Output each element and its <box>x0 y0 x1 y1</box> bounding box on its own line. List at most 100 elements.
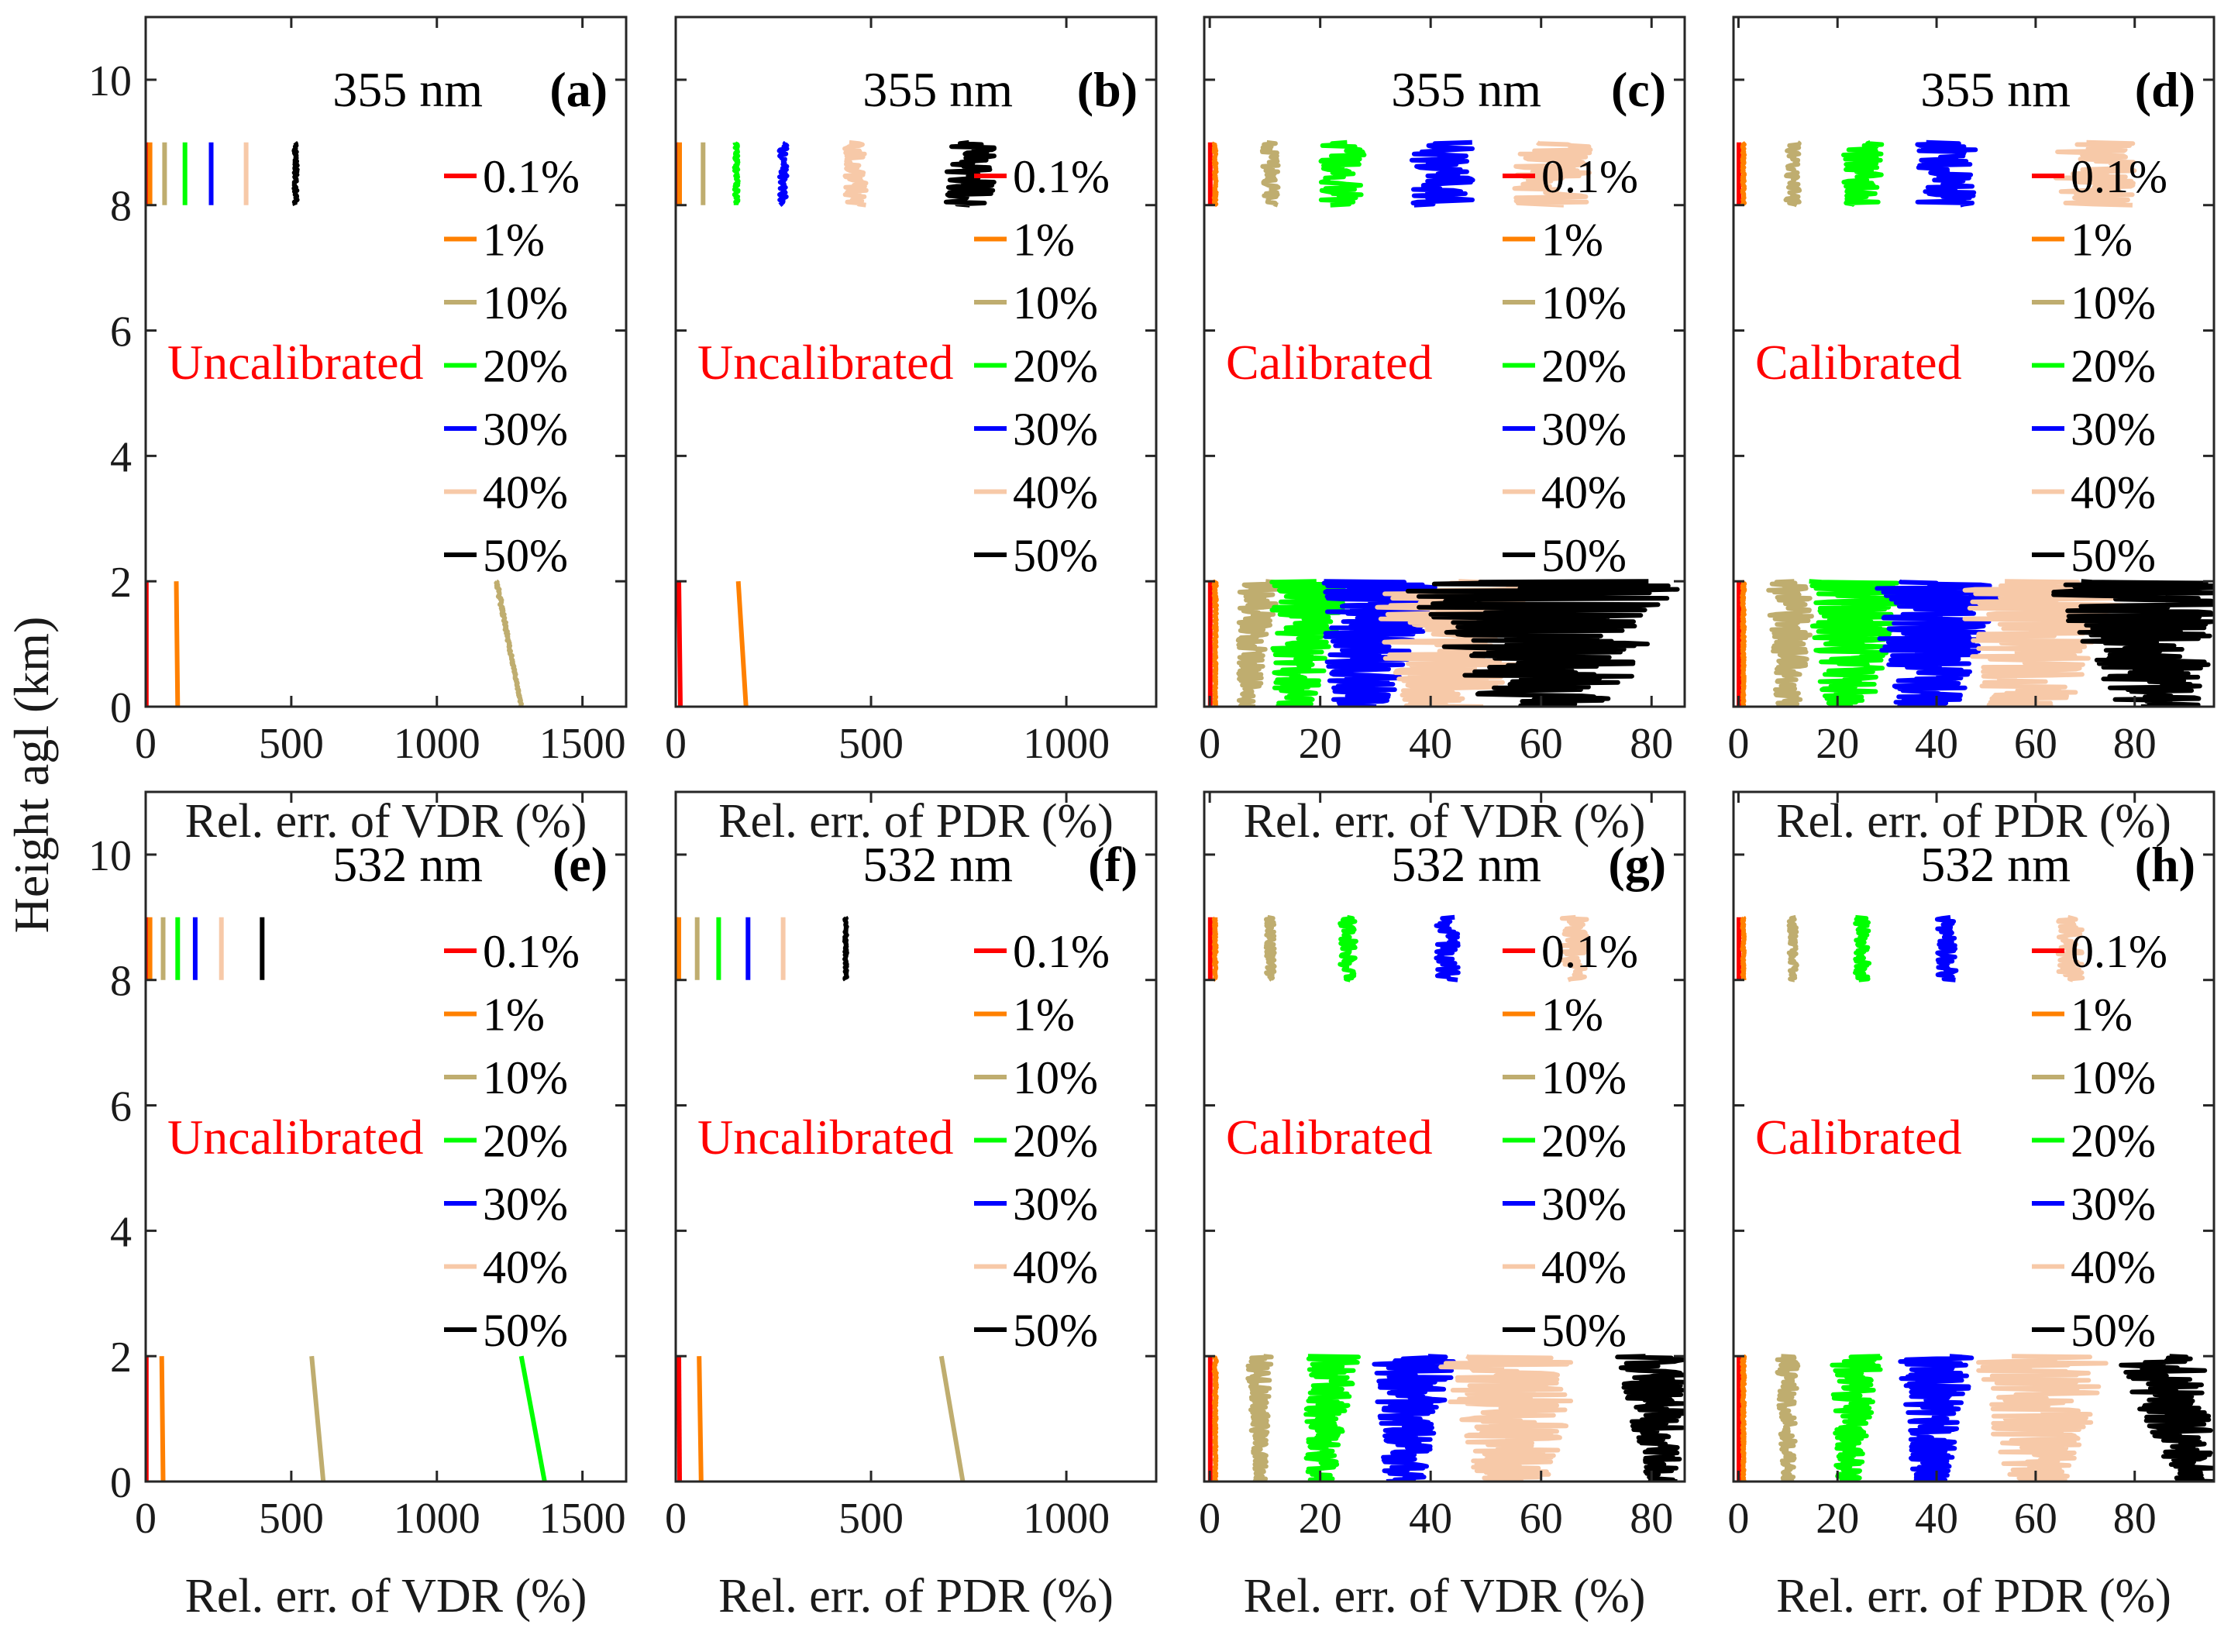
series-group-f <box>676 916 966 1482</box>
legend-entry: 0.1% <box>1013 151 1110 202</box>
x-axis-label: Rel. err. of VDR (%) <box>185 795 587 848</box>
series-h-1pct-upper-line <box>1740 916 1747 982</box>
wavelength-label: 532 nm <box>1391 837 1541 892</box>
series-g-1pct-lower-line <box>1211 1354 1219 1482</box>
series-group-h <box>1737 914 2214 1482</box>
legend-entry: 30% <box>1013 404 1098 455</box>
series-e-20pct-lower-line <box>518 1355 547 1482</box>
x-tick-label: 20 <box>1816 1495 1859 1543</box>
series-h-20pct-upper-line <box>1853 914 1872 983</box>
series-group-c <box>1207 139 1680 707</box>
axes-box-f <box>674 790 1158 1483</box>
panel-a: 0 500 1000 1500 0 2 4 6 8 10 Rel. err. of VDR (%) 3… <box>88 15 628 848</box>
x-tick-label: 500 <box>259 1495 324 1543</box>
legend-entry: 20% <box>1541 1116 1627 1167</box>
legend-entry: 50% <box>1013 1305 1098 1356</box>
y-tick-label: 0 <box>110 684 132 732</box>
y-tick-label: 4 <box>110 433 132 481</box>
legend-entry: 50% <box>2071 1305 2156 1356</box>
y-tick-label: 6 <box>110 1083 132 1131</box>
legend-entry: 50% <box>2071 530 2156 581</box>
panel-label: (f) <box>1088 837 1138 892</box>
axes-box-b <box>674 15 1158 708</box>
calibration-status: Calibrated <box>1755 335 1962 390</box>
x-tick-label: 500 <box>838 1495 904 1543</box>
x-axis-label: Rel. err. of PDR (%) <box>718 795 1114 848</box>
series-d-1pct-upper-line <box>1740 141 1747 207</box>
y-tick-label: 4 <box>110 1208 132 1256</box>
legend-entry: 1% <box>483 989 545 1041</box>
y-tick-label: 8 <box>110 183 132 231</box>
series-e-10pct-lower-line <box>309 1355 326 1482</box>
y-tick-label: 2 <box>110 1334 132 1382</box>
legend-entry: 50% <box>1541 530 1627 581</box>
series-f-1pct-lower-line <box>697 1356 704 1482</box>
legend-entry: 10% <box>1013 1052 1098 1103</box>
legend-entry: 0.1% <box>1013 926 1110 977</box>
legend-entry: 20% <box>483 1116 568 1167</box>
x-tick-label: 0 <box>135 720 157 768</box>
legend-entry: 30% <box>483 1179 568 1230</box>
series-f-50pct-upper-line <box>842 916 849 982</box>
legend-entry: 40% <box>483 1242 568 1293</box>
y-tick-label: 10 <box>88 832 132 880</box>
x-tick-label: 40 <box>1409 720 1452 768</box>
series-d-30pct-lower-line <box>1875 579 2005 707</box>
series-g-40pct-upper-line <box>1558 914 1590 983</box>
series-h-10pct-lower-line <box>1775 1354 1801 1482</box>
panel-label: (e) <box>553 837 608 892</box>
series-h-30pct-lower-line <box>1898 1354 1975 1482</box>
x-tick-label: 20 <box>1299 720 1342 768</box>
x-axis-label: Rel. err. of PDR (%) <box>1776 1570 2171 1623</box>
legend-entry: 1% <box>1541 215 1603 266</box>
x-tick-label: 0 <box>665 1495 687 1543</box>
legend-entry: 50% <box>1541 1305 1627 1356</box>
x-tick-label: 1500 <box>539 1495 626 1543</box>
x-tick-label: 0 <box>1727 720 1749 768</box>
wavelength-label: 532 nm <box>332 837 483 892</box>
x-tick-label: 80 <box>1630 1495 1673 1543</box>
legend-entry: 1% <box>483 215 545 266</box>
series-c-40pct-upper-line <box>1512 140 1593 208</box>
series-g-10pct-lower-line <box>1245 1354 1274 1482</box>
series-g-50pct-lower-line <box>1615 1354 1685 1482</box>
series-h-40pct-upper-line <box>2055 914 2085 983</box>
axes-box-d <box>1732 15 2216 708</box>
x-tick-label: 20 <box>1299 1495 1342 1543</box>
x-tick-label: 20 <box>1816 720 1859 768</box>
wavelength-label: 355 nm <box>862 62 1013 117</box>
series-b-30pct-upper-line <box>776 140 790 208</box>
panel-label: (g) <box>1608 837 1666 892</box>
panel-d: 0 20 40 60 80 Rel. err. of PDR (%) 355 nm (d) Ca… <box>1727 15 2216 848</box>
legend-entry: 40% <box>483 467 568 518</box>
legend-entry: 30% <box>483 404 568 455</box>
panel-label: (d) <box>2135 62 2195 117</box>
series-b-0_1pct-lower-line <box>677 581 683 707</box>
legend-entry: 10% <box>2071 277 2156 329</box>
panel-label: (c) <box>1611 62 1666 117</box>
legend-entry: 50% <box>483 530 568 581</box>
legend-entry: 1% <box>1541 989 1603 1041</box>
series-c-20pct-lower-line <box>1269 579 1353 707</box>
legend-entry: 0.1% <box>483 151 580 202</box>
x-tick-label: 80 <box>1630 720 1673 768</box>
series-group-g <box>1207 914 1685 1482</box>
calibration-status: Calibrated <box>1226 335 1433 390</box>
axes-box-c <box>1203 15 1686 708</box>
series-d-40pct-lower-line <box>1962 579 2129 707</box>
legend-entry: 50% <box>483 1305 568 1356</box>
x-tick-label: 0 <box>1199 720 1221 768</box>
series-c-20pct-upper-line <box>1318 139 1367 208</box>
legend-entry: 10% <box>483 1052 568 1103</box>
series-g-30pct-upper-line <box>1434 914 1461 983</box>
series-h-1pct-lower-line <box>1740 1354 1747 1482</box>
series-d-10pct-upper-line <box>1783 140 1802 208</box>
axes-box-h <box>1732 790 2216 1483</box>
calibration-status: Uncalibrated <box>697 1110 954 1165</box>
x-tick-label: 60 <box>2014 720 2057 768</box>
series-e-1pct-lower-line <box>159 1356 166 1482</box>
